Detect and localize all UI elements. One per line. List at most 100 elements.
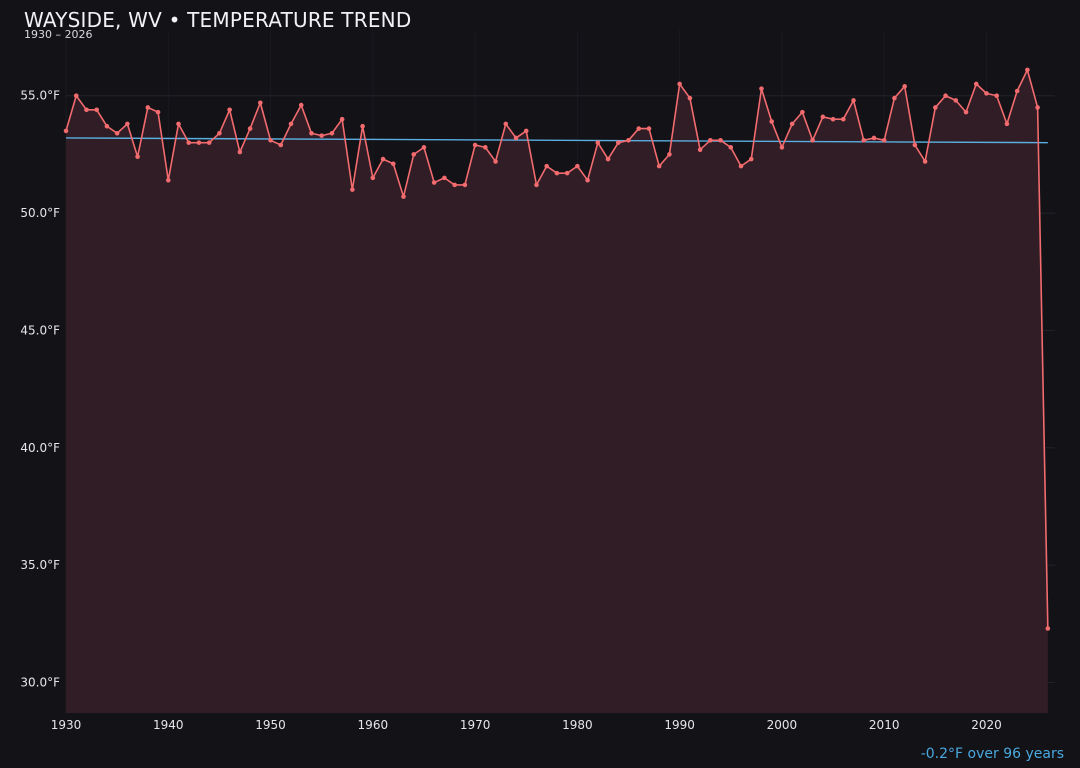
data-point (595, 140, 601, 145)
data-point (268, 138, 273, 143)
data-point (125, 121, 130, 127)
data-point (718, 138, 723, 143)
data-point (390, 161, 396, 167)
data-point (759, 86, 764, 91)
x-tick-label: 2000 (767, 718, 798, 732)
data-point (984, 91, 989, 96)
data-point (840, 116, 846, 122)
data-point (554, 170, 560, 176)
data-point (350, 187, 355, 192)
data-point (431, 180, 437, 185)
data-point (687, 95, 693, 101)
data-point (943, 93, 948, 99)
data-point (564, 170, 570, 176)
x-tick-label: 1930 (51, 718, 82, 732)
data-point (605, 156, 611, 162)
data-point (871, 135, 877, 141)
data-point (544, 163, 549, 169)
data-point (933, 105, 938, 110)
data-point (227, 107, 232, 113)
data-point (462, 182, 468, 188)
data-point (820, 114, 826, 120)
y-tick-label: 45.0°F (20, 323, 60, 337)
data-point (912, 142, 918, 148)
y-tick-label: 55.0°F (20, 89, 60, 103)
data-point (288, 121, 294, 127)
trend-summary-note: -0.2°F over 96 years (920, 746, 1064, 762)
data-point (646, 126, 652, 131)
data-point (452, 182, 457, 188)
data-point (953, 98, 959, 103)
data-point (708, 138, 713, 143)
data-point (411, 152, 417, 157)
data-point (472, 142, 478, 148)
data-point (176, 121, 181, 127)
data-point (84, 107, 89, 113)
data-point (421, 145, 427, 150)
area-layer (66, 69, 1048, 713)
data-point (370, 175, 376, 181)
data-point (217, 130, 222, 136)
data-point (575, 163, 580, 169)
data-point (401, 194, 406, 199)
point-layer (63, 67, 1051, 631)
data-point (656, 163, 662, 169)
data-point (1045, 626, 1051, 631)
data-point (697, 147, 703, 152)
data-point (319, 133, 324, 138)
x-tick-label: 1990 (664, 718, 695, 732)
data-point (145, 105, 151, 110)
data-point (769, 119, 774, 124)
data-point (585, 177, 590, 183)
data-point (779, 145, 785, 150)
data-point (922, 159, 928, 164)
chart-subtitle: 1930 – 2026 (24, 28, 93, 41)
chart-title: WAYSIDE, WV • TEMPERATURE TREND (24, 8, 412, 32)
data-point (1025, 67, 1030, 73)
data-point (1014, 88, 1020, 94)
data-point (1004, 121, 1010, 127)
x-tick-label: 1980 (562, 718, 593, 732)
data-point (339, 116, 345, 122)
data-point (278, 142, 284, 148)
x-tick-label: 2020 (971, 718, 1002, 732)
data-point (738, 163, 744, 169)
data-point (667, 152, 672, 157)
data-point (380, 156, 386, 162)
data-point (789, 121, 795, 127)
data-point (626, 138, 631, 143)
y-tick-label: 30.0°F (20, 675, 60, 689)
data-point (73, 93, 79, 99)
data-point (329, 130, 335, 136)
data-point (237, 149, 243, 155)
data-point (636, 126, 642, 131)
x-tick-label: 1950 (255, 718, 286, 732)
x-tick-label: 1940 (153, 718, 184, 732)
data-point (513, 135, 519, 141)
data-point (114, 130, 120, 136)
data-point (892, 95, 897, 101)
data-point (493, 159, 498, 164)
data-point (861, 138, 867, 143)
data-point (186, 140, 192, 145)
data-point (298, 102, 304, 108)
data-point (615, 140, 621, 145)
data-point (135, 154, 140, 160)
data-point (63, 128, 69, 134)
data-point (748, 156, 754, 162)
series-area-fill (66, 69, 1048, 713)
y-tick-label: 35.0°F (20, 558, 60, 572)
data-point (800, 109, 805, 115)
data-point (728, 145, 734, 150)
y-tick-label: 50.0°F (20, 206, 60, 220)
data-point (851, 98, 856, 103)
data-point (309, 130, 314, 136)
data-point (206, 140, 212, 145)
data-point (994, 93, 999, 99)
data-point (677, 81, 682, 87)
x-tick-label: 2010 (869, 718, 900, 732)
data-point (247, 126, 253, 131)
data-point (973, 81, 979, 87)
